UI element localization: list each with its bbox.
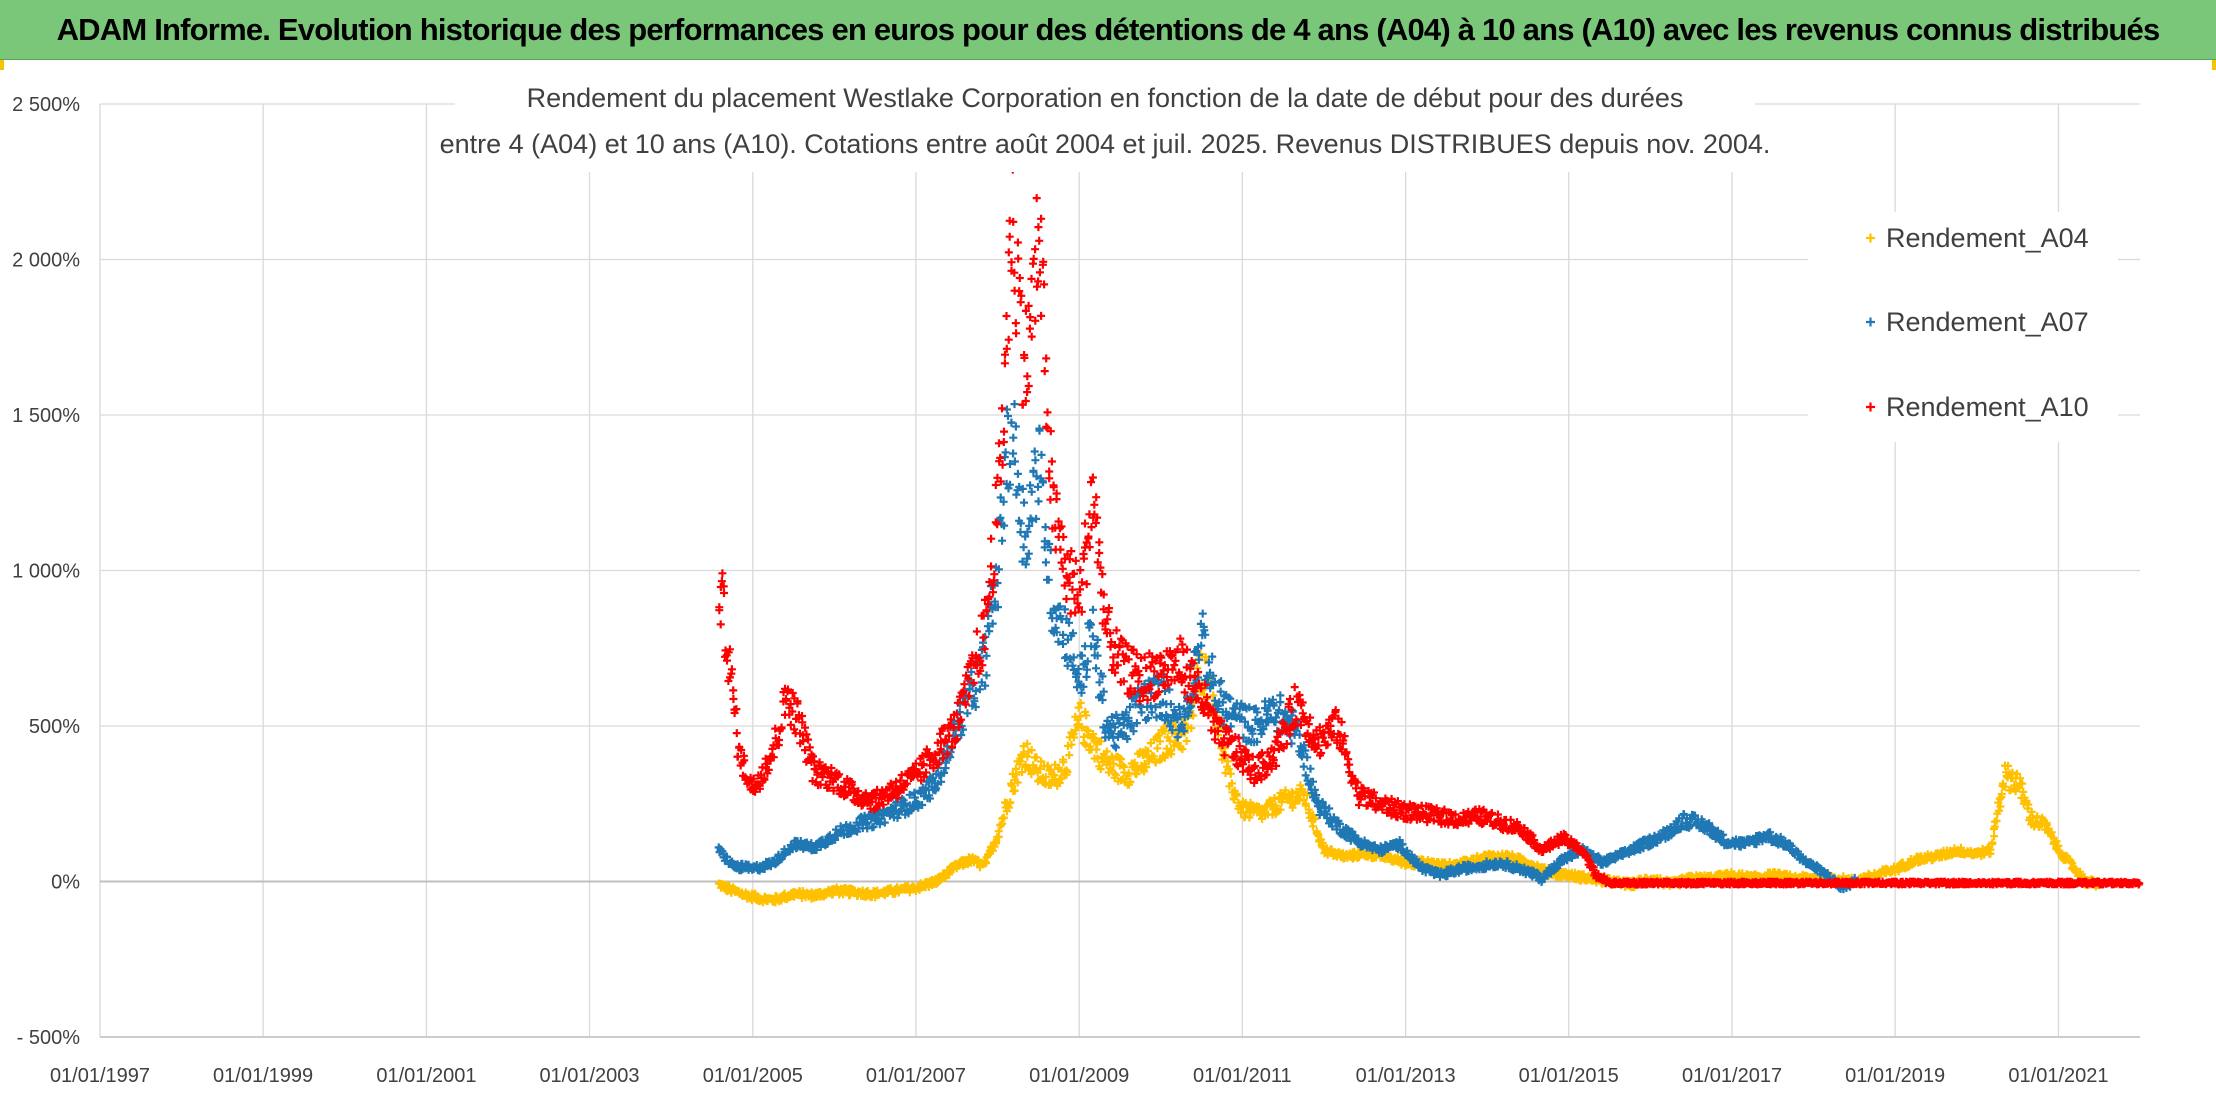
legend-background xyxy=(1808,212,2118,442)
x-tick-label: 01/01/2017 xyxy=(1682,1065,1782,1087)
corner-accent-right xyxy=(2212,60,2216,70)
legend: Rendement_A04 Rendement_A07 Rendement_A10 xyxy=(1808,212,2118,442)
page-banner: ADAM Informe. Evolution historique des p… xyxy=(0,0,2216,60)
x-tick-label: 01/01/2013 xyxy=(1356,1065,1456,1087)
legend-item: Rendement_A04 xyxy=(1866,223,2089,253)
legend-item: Rendement_A07 xyxy=(1866,307,2089,337)
x-tick-label: 01/01/2005 xyxy=(703,1065,803,1087)
legend-label: Rendement_A04 xyxy=(1886,223,2089,253)
chart-title-background xyxy=(455,80,1755,172)
series-markers xyxy=(714,400,1859,894)
banner-title: ADAM Informe. Evolution historique des p… xyxy=(56,12,2161,47)
x-tick-label: 01/01/2015 xyxy=(1519,1065,1619,1087)
y-tick-label: 2 000% xyxy=(12,250,80,272)
x-tick-label: 01/01/1997 xyxy=(50,1065,150,1087)
x-tick-label: 01/01/2019 xyxy=(1845,1065,1945,1087)
x-tick-label: 01/01/2011 xyxy=(1193,1065,1292,1087)
chart-title: Rendement du placement Westlake Corporat… xyxy=(440,80,1771,172)
legend-marker xyxy=(1866,317,1875,327)
y-tick-label: - 500% xyxy=(17,1027,81,1049)
chart-title-line: Rendement du placement Westlake Corporat… xyxy=(527,83,1684,113)
y-tick-label: 1 500% xyxy=(12,405,80,427)
series-markers xyxy=(715,165,2144,889)
legend-marker xyxy=(1866,233,1875,243)
x-tick-label: 01/01/2007 xyxy=(866,1065,966,1087)
series-rendement-a10 xyxy=(715,165,2144,889)
legend-label: Rendement_A10 xyxy=(1886,392,2089,422)
x-tick-label: 01/01/2009 xyxy=(1029,1065,1129,1087)
y-tick-label: 0% xyxy=(51,872,80,894)
x-tick-label: 01/01/2021 xyxy=(2008,1065,2108,1087)
legend-label: Rendement_A07 xyxy=(1886,307,2089,337)
corner-accent-left xyxy=(0,60,4,70)
y-tick-label: 500% xyxy=(29,716,80,738)
chart-title-line: entre 4 (A04) et 10 ans (A10). Cotations… xyxy=(440,129,1771,159)
plot-area xyxy=(714,165,2144,907)
x-tick-label: 01/01/2003 xyxy=(539,1065,639,1087)
x-tick-label: 01/01/1999 xyxy=(213,1065,313,1087)
x-tick-label: 01/01/2001 xyxy=(376,1065,476,1087)
y-tick-label: 2 500% xyxy=(12,94,80,116)
series-rendement-a07 xyxy=(714,400,1859,894)
axes: 01/01/1997 01/01/1999 01/01/2001 01/01/2003… xyxy=(12,94,2140,1087)
legend-marker xyxy=(1866,402,1875,412)
legend-item: Rendement_A10 xyxy=(1866,392,2089,422)
y-tick-label: 1 000% xyxy=(12,561,80,583)
